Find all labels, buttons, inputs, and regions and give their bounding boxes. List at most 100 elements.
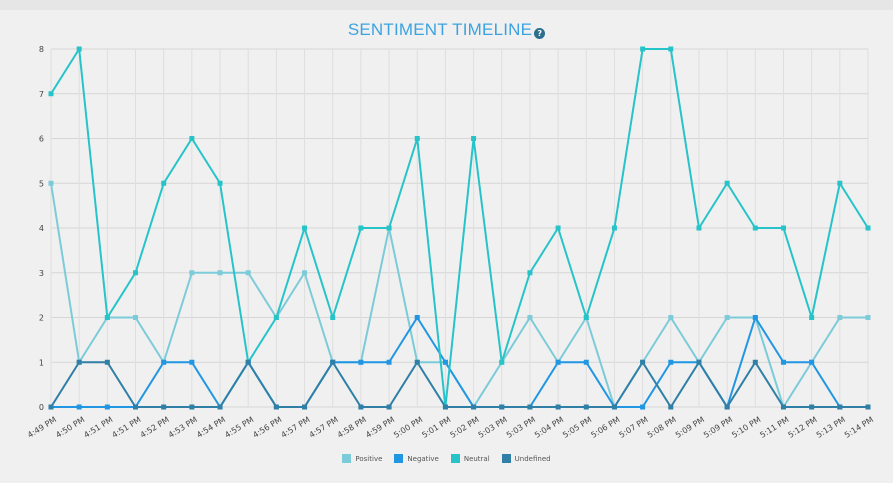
data-point-undefined[interactable]	[76, 359, 82, 365]
help-icon[interactable]: ?	[534, 28, 546, 39]
data-point-undefined[interactable]	[273, 404, 279, 410]
data-point-negative[interactable]	[442, 359, 448, 365]
data-point-neutral[interactable]	[386, 225, 392, 231]
data-point-undefined[interactable]	[133, 404, 139, 410]
data-point-neutral[interactable]	[471, 136, 477, 141]
data-point-undefined[interactable]	[245, 359, 251, 365]
data-point-negative[interactable]	[555, 359, 561, 365]
data-point-neutral[interactable]	[865, 225, 871, 231]
data-point-neutral[interactable]	[611, 225, 617, 231]
data-point-negative[interactable]	[780, 359, 786, 365]
data-point-undefined[interactable]	[696, 359, 702, 365]
data-point-neutral[interactable]	[302, 225, 308, 231]
data-point-neutral[interactable]	[358, 225, 364, 231]
data-point-neutral[interactable]	[555, 225, 561, 231]
data-point-undefined[interactable]	[668, 404, 674, 410]
data-point-undefined[interactable]	[499, 404, 505, 410]
data-point-undefined[interactable]	[217, 404, 223, 410]
data-point-negative[interactable]	[104, 404, 110, 410]
x-tick-label: 4:50 PM	[54, 415, 86, 440]
data-point-neutral[interactable]	[752, 225, 758, 231]
x-tick-label: 5:06 PM	[589, 415, 621, 440]
data-point-positive[interactable]	[302, 270, 308, 276]
legend-item-neutral[interactable]: Neutral	[450, 454, 490, 463]
data-point-positive[interactable]	[724, 315, 730, 320]
data-point-undefined[interactable]	[48, 404, 54, 410]
data-point-undefined[interactable]	[302, 404, 308, 410]
data-point-neutral[interactable]	[837, 180, 843, 186]
data-point-negative[interactable]	[809, 359, 815, 365]
data-point-positive[interactable]	[668, 315, 674, 320]
data-point-neutral[interactable]	[583, 315, 589, 320]
data-point-undefined[interactable]	[330, 359, 336, 365]
data-point-negative[interactable]	[76, 404, 82, 410]
data-point-negative[interactable]	[189, 359, 195, 365]
data-point-undefined[interactable]	[640, 359, 646, 365]
data-point-undefined[interactable]	[724, 404, 730, 410]
data-point-neutral[interactable]	[780, 225, 786, 231]
data-point-negative[interactable]	[358, 359, 364, 365]
data-point-negative[interactable]	[668, 359, 674, 365]
data-point-positive[interactable]	[48, 180, 54, 186]
data-point-positive[interactable]	[837, 315, 843, 320]
x-tick-label: 5:03 PM	[477, 415, 509, 440]
legend-item-negative[interactable]: Negative	[394, 454, 439, 463]
chart-legend: Positive Negative Neutral Undefined	[0, 454, 893, 465]
data-point-neutral[interactable]	[273, 315, 279, 320]
chart-header: SENTIMENT TIMELINE?	[0, 20, 893, 40]
data-point-undefined[interactable]	[555, 404, 561, 410]
x-axis: 4:49 PM4:50 PM4:51 PM4:51 PM4:52 PM4:53 …	[26, 415, 875, 440]
data-point-undefined[interactable]	[583, 404, 589, 410]
data-point-undefined[interactable]	[527, 404, 533, 410]
data-point-neutral[interactable]	[809, 315, 815, 320]
data-point-neutral[interactable]	[527, 270, 533, 276]
data-point-negative[interactable]	[161, 359, 167, 365]
data-point-neutral[interactable]	[161, 180, 167, 186]
data-point-undefined[interactable]	[161, 404, 167, 410]
data-point-neutral[interactable]	[133, 270, 139, 276]
data-point-undefined[interactable]	[865, 404, 871, 410]
data-point-undefined[interactable]	[471, 404, 477, 410]
data-point-undefined[interactable]	[414, 359, 420, 365]
data-point-positive[interactable]	[527, 315, 533, 320]
series-line-negative	[51, 316, 868, 408]
data-point-neutral[interactable]	[414, 136, 420, 141]
data-point-undefined[interactable]	[809, 404, 815, 410]
data-point-negative[interactable]	[414, 315, 420, 320]
data-point-neutral[interactable]	[668, 46, 674, 52]
data-point-undefined[interactable]	[752, 359, 758, 365]
data-point-undefined[interactable]	[780, 404, 786, 410]
data-point-neutral[interactable]	[189, 136, 195, 141]
data-point-positive[interactable]	[189, 270, 195, 276]
data-point-negative[interactable]	[583, 359, 589, 365]
data-point-positive[interactable]	[245, 270, 251, 276]
data-point-neutral[interactable]	[330, 315, 336, 320]
data-point-positive[interactable]	[865, 315, 871, 320]
data-point-neutral[interactable]	[48, 91, 54, 97]
data-point-positive[interactable]	[217, 270, 223, 276]
legend-label: Positive	[355, 454, 383, 463]
data-point-neutral[interactable]	[76, 46, 82, 52]
data-point-undefined[interactable]	[104, 359, 110, 365]
data-point-undefined[interactable]	[358, 404, 364, 410]
y-tick-label: 3	[39, 269, 44, 278]
data-point-negative[interactable]	[752, 315, 758, 320]
data-point-negative[interactable]	[640, 404, 646, 410]
data-point-undefined[interactable]	[189, 404, 195, 410]
data-point-neutral[interactable]	[217, 180, 223, 186]
data-point-neutral[interactable]	[640, 46, 646, 52]
legend-item-undefined[interactable]: Undefined	[501, 454, 551, 463]
data-point-undefined[interactable]	[442, 404, 448, 410]
data-point-neutral[interactable]	[499, 359, 505, 365]
legend-item-positive[interactable]: Positive	[342, 454, 382, 463]
data-point-negative[interactable]	[386, 359, 392, 365]
data-point-undefined[interactable]	[837, 404, 843, 410]
data-point-neutral[interactable]	[104, 315, 110, 320]
x-tick-label: 5:03 PM	[505, 415, 537, 440]
data-point-neutral[interactable]	[696, 225, 702, 231]
data-point-undefined[interactable]	[611, 404, 617, 410]
data-point-positive[interactable]	[133, 315, 139, 320]
data-point-neutral[interactable]	[724, 180, 730, 186]
data-point-undefined[interactable]	[386, 404, 392, 410]
